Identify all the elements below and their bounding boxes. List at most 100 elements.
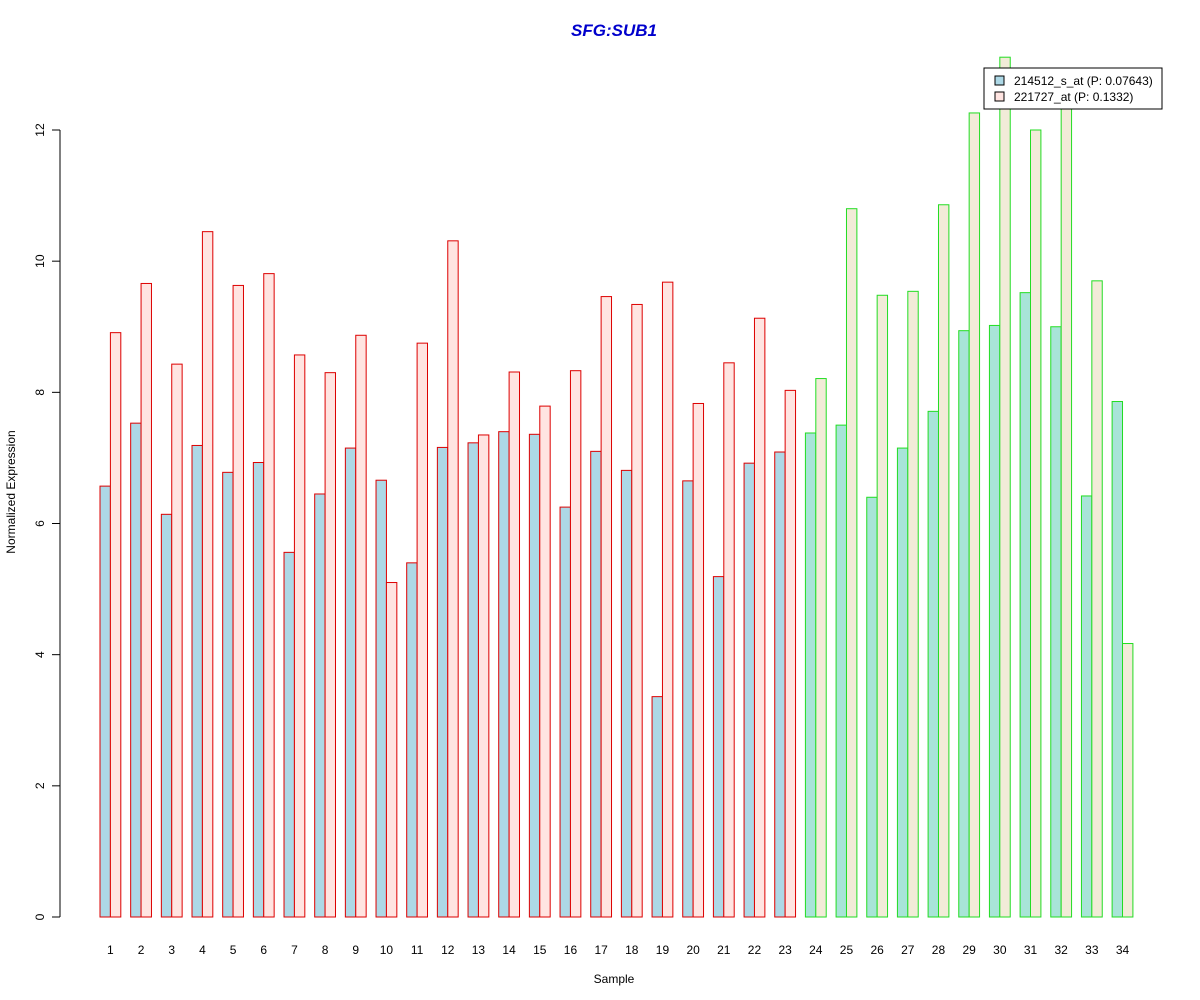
y-axis-label: Normalized Expression — [4, 430, 18, 553]
y-tick-label: 12 — [33, 123, 47, 137]
x-tick-label: 13 — [472, 943, 486, 957]
bar-series1-sample-16 — [559, 506, 571, 918]
bar-series2-sample-28 — [937, 204, 950, 918]
bar-series1-sample-2 — [130, 422, 142, 918]
x-tick-label: 11 — [411, 943, 424, 957]
x-tick-label: 1 — [107, 943, 114, 957]
x-tick-label: 20 — [686, 943, 700, 957]
bar-series1-sample-18 — [620, 469, 633, 918]
bar-series1-sample-22 — [743, 462, 755, 918]
x-tick-label: 12 — [441, 943, 455, 957]
bar-series2-sample-17 — [600, 296, 613, 918]
x-tick-label: 14 — [502, 943, 516, 957]
bar-series2-sample-26 — [876, 294, 889, 918]
bar-series2-sample-32 — [1060, 103, 1073, 918]
bar-series2-sample-3 — [171, 363, 183, 918]
bar-series2-sample-16 — [569, 370, 582, 918]
bar-series2-sample-12 — [447, 240, 459, 918]
x-tick-label: 8 — [322, 943, 329, 957]
bar-series1-sample-30 — [988, 324, 1001, 918]
bar-series2-sample-18 — [631, 303, 643, 918]
bar-series1-sample-9 — [344, 447, 357, 918]
bar-series1-sample-6 — [252, 462, 265, 918]
x-tick-label: 23 — [778, 943, 792, 957]
legend-entry: 221727_at (P: 0.1332) — [1014, 90, 1133, 104]
bar-series1-sample-7 — [283, 551, 295, 918]
x-tick-label: 19 — [656, 943, 670, 957]
legend-box — [983, 67, 1163, 110]
x-tick-label: 25 — [840, 943, 854, 957]
y-tick-label: 6 — [33, 520, 47, 527]
chart-title: SFG:SUB1 — [571, 21, 657, 40]
x-tick-label: 29 — [962, 943, 976, 957]
bar-series1-sample-14 — [498, 431, 510, 918]
bar-series1-sample-27 — [896, 447, 909, 918]
x-tick-label: 3 — [168, 943, 175, 957]
bar-series2-sample-15 — [539, 405, 551, 918]
bar-series1-sample-8 — [314, 493, 326, 918]
x-tick-label: 15 — [533, 943, 547, 957]
bar-series2-sample-14 — [508, 371, 521, 918]
bar-series2-sample-5 — [232, 284, 244, 918]
bar-series2-sample-7 — [293, 354, 306, 918]
bar-series2-sample-9 — [355, 334, 367, 918]
x-tick-label: 17 — [594, 943, 608, 957]
bar-series2-sample-4 — [201, 231, 214, 918]
bar-series2-sample-30 — [999, 56, 1011, 918]
x-tick-label: 10 — [380, 943, 394, 957]
x-tick-label: 2 — [138, 943, 145, 957]
x-tick-label: 34 — [1116, 943, 1130, 957]
y-tick-label: 4 — [33, 651, 47, 658]
bar-series2-sample-11 — [416, 342, 429, 918]
bar-series1-sample-25 — [835, 424, 847, 918]
x-tick-label: 33 — [1085, 943, 1099, 957]
bar-series2-sample-1 — [109, 332, 122, 918]
bar-series1-sample-19 — [651, 696, 663, 918]
bar-series2-sample-20 — [692, 402, 705, 918]
x-tick-label: 18 — [625, 943, 639, 957]
x-tick-label: 16 — [564, 943, 578, 957]
bar-series2-sample-34 — [1122, 643, 1134, 918]
bar-series1-sample-1 — [99, 485, 111, 918]
x-tick-label: 31 — [1024, 943, 1038, 957]
bar-series2-sample-27 — [907, 290, 919, 918]
bar-series2-sample-13 — [477, 434, 490, 918]
bar-series1-sample-5 — [222, 471, 234, 918]
bar-series2-sample-21 — [723, 362, 735, 918]
x-axis-label: Sample — [594, 972, 635, 986]
bar-series1-sample-13 — [467, 442, 479, 918]
bar-series1-sample-24 — [804, 432, 817, 918]
bar-series1-sample-31 — [1019, 292, 1031, 918]
y-tick-label: 2 — [33, 782, 47, 789]
x-tick-label: 9 — [352, 943, 359, 957]
bar-series2-sample-2 — [140, 282, 152, 918]
bar-series1-sample-12 — [436, 446, 449, 918]
bar-series2-sample-31 — [1030, 129, 1042, 918]
bar-series2-sample-10 — [385, 582, 398, 918]
bar-series1-sample-26 — [866, 496, 878, 918]
x-tick-label: 5 — [230, 943, 237, 957]
x-tick-label: 27 — [901, 943, 915, 957]
bar-series1-sample-3 — [160, 513, 173, 918]
bar-series1-sample-4 — [191, 444, 203, 918]
bar-series2-sample-33 — [1091, 280, 1103, 918]
bar-series1-sample-10 — [375, 479, 387, 918]
y-tick-label: 10 — [33, 254, 47, 268]
x-tick-label: 21 — [717, 943, 731, 957]
bar-series1-sample-33 — [1080, 495, 1093, 918]
bar-series1-sample-17 — [590, 450, 602, 918]
y-tick-label: 8 — [33, 389, 47, 396]
bar-series2-sample-29 — [968, 112, 981, 918]
bar-series1-sample-29 — [958, 330, 970, 918]
bars-group — [99, 56, 1134, 918]
x-tick-label: 30 — [993, 943, 1007, 957]
x-tick-label: 6 — [260, 943, 267, 957]
bar-series1-sample-21 — [712, 576, 725, 918]
x-tick-label: 4 — [199, 943, 206, 957]
x-tick-label: 28 — [932, 943, 946, 957]
bar-series2-sample-24 — [815, 378, 827, 918]
bar-series1-sample-20 — [682, 480, 694, 918]
bar-series2-sample-19 — [661, 281, 674, 918]
y-tick-label: 0 — [33, 913, 47, 920]
